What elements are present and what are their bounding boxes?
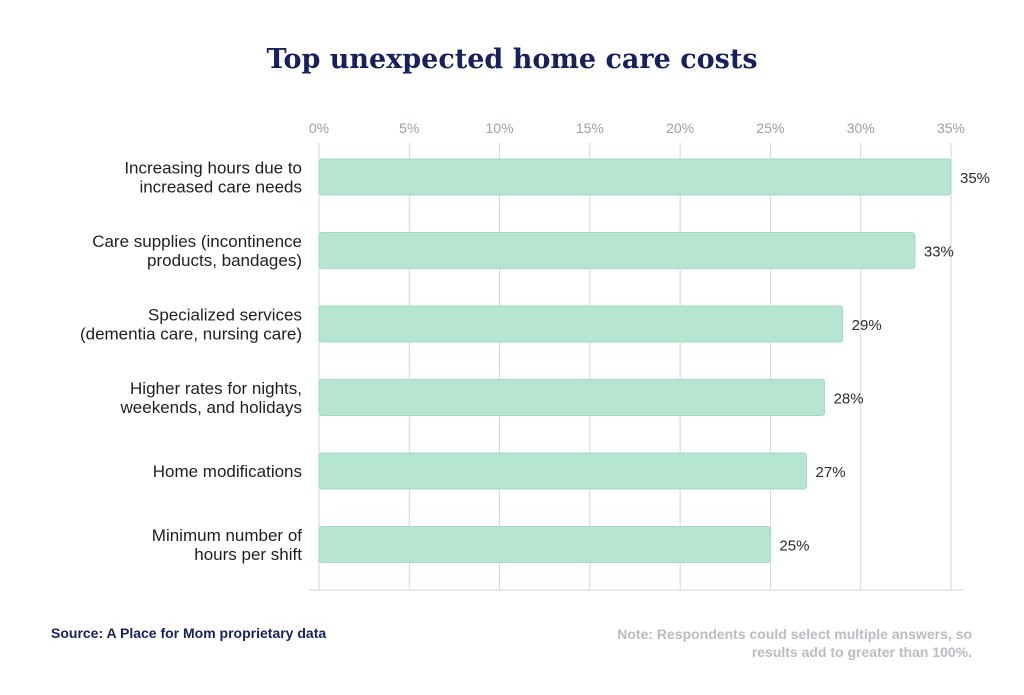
category-label: Specialized services (dementia care, nurs… <box>80 306 302 344</box>
bar <box>318 526 771 563</box>
bar <box>318 452 808 490</box>
value-label: 27% <box>816 464 846 481</box>
value-label: 33% <box>924 244 954 261</box>
category-labels: Increasing hours due to increased care ne… <box>80 159 302 565</box>
category-label: Minimum number of hours per shift <box>152 526 302 564</box>
value-label: 29% <box>852 317 882 334</box>
x-tick-label: 5% <box>399 120 419 136</box>
x-tick-label: 30% <box>847 120 875 136</box>
x-tick-label: 20% <box>666 120 694 136</box>
category-label: Higher rates for nights, weekends, and ho… <box>120 379 302 417</box>
bars <box>318 158 952 563</box>
x-axis-tick-labels: 0% 5% 10% 15% 20% 25% 30% 35% <box>309 120 965 136</box>
value-label: 25% <box>779 538 809 555</box>
x-tick-label: 35% <box>937 120 965 136</box>
x-tick-label: 15% <box>576 120 604 136</box>
category-label: Home modifications <box>153 462 302 481</box>
value-labels: 35% 33% 29% 28% 27% 25% <box>779 170 990 555</box>
chart-title: Top unexpected home care costs <box>266 44 758 75</box>
bar <box>318 158 952 196</box>
bar <box>318 232 916 269</box>
footnote: Note: Respondents could select multiple … <box>617 626 972 660</box>
source-note: Source: A Place for Mom proprietary data <box>51 625 327 641</box>
bar <box>318 379 826 416</box>
value-label: 28% <box>834 391 864 408</box>
grid-lines <box>318 143 952 590</box>
x-tick-label: 25% <box>756 120 784 136</box>
bar <box>318 305 844 343</box>
x-tick-label: 0% <box>309 120 329 136</box>
x-tick-label: 10% <box>486 120 514 136</box>
category-label: Care supplies (incontinence products, ban… <box>92 232 302 270</box>
category-label: Increasing hours due to increased care ne… <box>124 159 302 197</box>
value-label: 35% <box>960 170 990 187</box>
